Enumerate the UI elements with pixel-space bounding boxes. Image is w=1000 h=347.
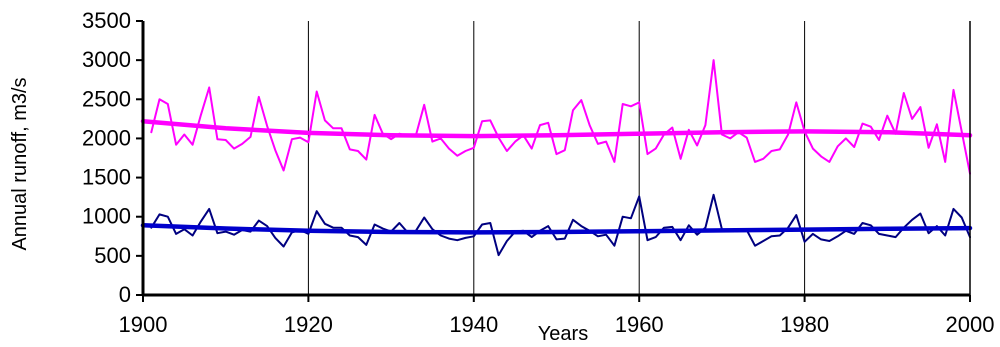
y-axis-label: Annual runoff, m3/s (9, 77, 31, 250)
x-axis-label: Years (538, 323, 588, 345)
trend-line-3 (140, 223, 973, 235)
x-tick-label-1940: 1940 (449, 312, 498, 337)
y-tick-label-3000: 3000 (82, 47, 131, 72)
y-tick-label-1000: 1000 (82, 204, 131, 229)
y-tick-label-500: 500 (94, 243, 131, 268)
y-tick-label-0: 0 (119, 282, 131, 307)
x-tick-label-1900: 1900 (119, 312, 168, 337)
plot-series (140, 59, 973, 257)
x-tick-label-1920: 1920 (284, 312, 333, 337)
axes (136, 20, 971, 302)
series-line-1 (150, 193, 971, 257)
series-line-0 (150, 59, 971, 175)
gridlines (307, 21, 806, 295)
y-tick-label-2500: 2500 (82, 86, 131, 111)
x-tick-label-2000: 2000 (946, 312, 995, 337)
x-tick-label-1980: 1980 (780, 312, 829, 337)
y-tick-label-3500: 3500 (82, 8, 131, 33)
y-tick-label-2000: 2000 (82, 125, 131, 150)
trend-line-2 (140, 118, 973, 139)
y-tick-label-1500: 1500 (82, 165, 131, 190)
tick-labels: 0 500 1000 1500 2000 2500 3000 3500 1900 1920 1940… (82, 8, 994, 337)
x-tick-label-1960: 1960 (615, 312, 664, 337)
